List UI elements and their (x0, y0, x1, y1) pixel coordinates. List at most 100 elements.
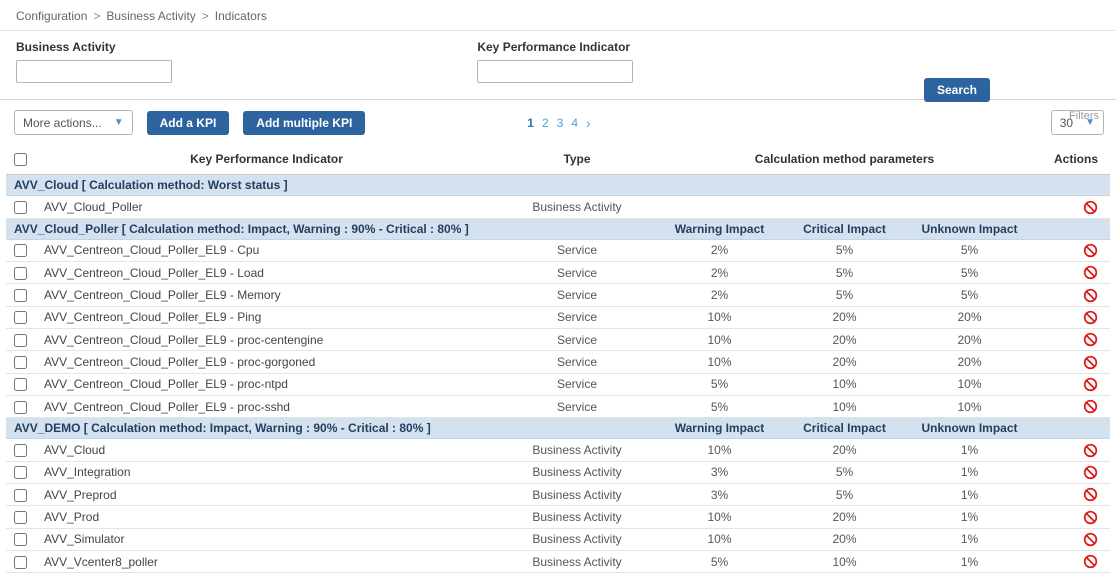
add-multiple-kpi-button[interactable]: Add multiple KPI (243, 110, 366, 135)
kpi-name[interactable]: AVV_Preprod (44, 487, 117, 502)
warning-impact: 10% (657, 438, 782, 462)
row-checkbox[interactable] (14, 333, 27, 347)
unknown-impact (907, 195, 1032, 219)
kpi-name[interactable]: AVV_Cloud_Poller (44, 199, 143, 214)
kpi-filter-input[interactable] (477, 60, 634, 83)
row-checkbox[interactable] (14, 378, 27, 392)
row-checkbox[interactable] (14, 356, 27, 370)
row-checkbox[interactable] (14, 244, 27, 258)
critical-impact: 5% (782, 461, 907, 484)
breadcrumb-indicators[interactable]: Indicators (214, 9, 267, 23)
subheader-warning (657, 174, 782, 197)
group-actions-cell (1032, 218, 1110, 240)
warning-impact: 10% (657, 528, 782, 551)
delete-ban-icon[interactable] (1083, 443, 1098, 458)
delete-ban-icon[interactable] (1083, 265, 1098, 280)
kpi-name[interactable]: AVV_Centreon_Cloud_Poller_EL9 - Memory (44, 287, 281, 302)
delete-ban-icon[interactable] (1083, 399, 1098, 414)
kpi-type: Service (497, 283, 657, 307)
breadcrumb-business-activity[interactable]: Business Activity (106, 9, 196, 23)
delete-ban-icon[interactable] (1083, 310, 1098, 325)
delete-ban-icon[interactable] (1083, 200, 1098, 215)
business-activity-filter-input[interactable] (16, 60, 172, 83)
row-checkbox[interactable] (14, 511, 27, 525)
page-size-select[interactable]: 30 ▼ (1050, 110, 1105, 135)
row-checkbox[interactable] (14, 266, 27, 280)
delete-ban-icon[interactable] (1083, 377, 1098, 392)
row-checkbox[interactable] (14, 289, 27, 303)
delete-ban-icon[interactable] (1083, 332, 1098, 347)
kpi-name[interactable]: AVV_Centreon_Cloud_Poller_EL9 - proc-ssh… (44, 399, 290, 414)
search-button[interactable]: Search (923, 78, 990, 102)
kpi-row: AVV_Simulator Business Activity 10% 20% … (6, 528, 1110, 551)
row-checkbox[interactable] (14, 311, 27, 325)
kpi-name[interactable]: AVV_Centreon_Cloud_Poller_EL9 - proc-cen… (44, 332, 324, 347)
more-actions-label: More actions... (23, 115, 102, 130)
kpi-type: Service (497, 373, 657, 396)
more-actions-select[interactable]: More actions... ▼ (14, 110, 133, 135)
kpi-type: Service (497, 328, 657, 352)
delete-ban-icon[interactable] (1083, 532, 1098, 547)
critical-impact: 10% (782, 373, 907, 396)
delete-ban-icon[interactable] (1083, 487, 1098, 502)
row-checkbox[interactable] (14, 555, 27, 569)
kpi-row: AVV_Centreon_Cloud_Poller_EL9 - Ping Ser… (6, 306, 1110, 329)
add-kpi-button[interactable]: Add a KPI (146, 110, 230, 135)
unknown-impact: 10% (907, 373, 1032, 396)
kpi-name[interactable]: AVV_Centreon_Cloud_Poller_EL9 - proc-ntp… (44, 377, 288, 392)
delete-ban-icon[interactable] (1083, 554, 1098, 569)
kpi-name[interactable]: AVV_Prod (44, 509, 100, 524)
kpi-name[interactable]: AVV_Centreon_Cloud_Poller_EL9 - Load (44, 265, 264, 280)
unknown-impact: 10% (907, 395, 1032, 419)
kpi-name[interactable]: AVV_Vcenter8_poller (44, 554, 158, 569)
delete-ban-icon[interactable] (1083, 510, 1098, 525)
page-link-1[interactable]: 1 (527, 115, 534, 130)
unknown-impact: 5% (907, 261, 1032, 285)
kpi-name[interactable]: AVV_Centreon_Cloud_Poller_EL9 - Cpu (44, 243, 260, 258)
page-size-value: 30 (1059, 115, 1074, 130)
kpi-name[interactable]: AVV_Integration (44, 465, 131, 480)
kpi-name[interactable]: AVV_Cloud (44, 442, 106, 457)
page-link-2[interactable]: 2 (541, 115, 549, 130)
critical-impact: 10% (782, 550, 907, 573)
next-page-link[interactable]: › (586, 114, 591, 131)
filters-toggle-link[interactable]: Filters (1069, 110, 1099, 122)
row-checkbox[interactable] (14, 444, 27, 458)
delete-ban-icon[interactable] (1083, 465, 1098, 480)
kpi-name[interactable]: AVV_Simulator (44, 532, 125, 547)
row-checkbox[interactable] (14, 400, 27, 414)
toolbar-left: More actions... ▼ Add a KPI Add multiple… (14, 110, 523, 135)
row-checkbox[interactable] (14, 488, 27, 502)
group-header-row: AVV_DEMO [ Calculation method: Impact, W… (6, 417, 1110, 440)
breadcrumb-configuration[interactable]: Configuration (16, 9, 88, 23)
unknown-impact: 1% (907, 438, 1032, 462)
unknown-impact: 5% (907, 283, 1032, 307)
warning-impact: 10% (657, 505, 782, 529)
kpi-row: AVV_Centreon_Cloud_Poller_EL9 - Memory S… (6, 283, 1110, 307)
page-link-3[interactable]: 3 (556, 115, 564, 130)
select-all-checkbox[interactable] (14, 153, 27, 167)
kpi-name[interactable]: AVV_Centreon_Cloud_Poller_EL9 - proc-gor… (44, 354, 316, 369)
kpi-row: AVV_Vcenter8_poller Business Activity 5%… (6, 550, 1110, 573)
kpi-filter-group: Key Performance Indicator (477, 40, 634, 83)
critical-impact: 20% (782, 306, 907, 329)
kpi-type: Service (497, 395, 657, 419)
group-actions-cell (1032, 174, 1110, 197)
row-checkbox[interactable] (14, 201, 27, 215)
kpi-row: AVV_Centreon_Cloud_Poller_EL9 - Cpu Serv… (6, 239, 1110, 262)
group-header-row: AVV_Cloud [ Calculation method: Worst st… (6, 174, 1110, 197)
kpi-row: AVV_Cloud Business Activity 10% 20% 1% (6, 438, 1110, 462)
delete-ban-icon[interactable] (1083, 288, 1098, 303)
delete-ban-icon[interactable] (1083, 243, 1098, 258)
business-activity-filter-label: Business Activity (16, 40, 116, 54)
unknown-impact: 20% (907, 328, 1032, 352)
delete-ban-icon[interactable] (1083, 355, 1098, 370)
kpi-type: Business Activity (497, 550, 657, 573)
subheader-unknown: Unknown Impact (907, 218, 1032, 240)
row-checkbox[interactable] (14, 466, 27, 480)
kpi-row: AVV_Centreon_Cloud_Poller_EL9 - Load Ser… (6, 261, 1110, 285)
row-checkbox[interactable] (14, 533, 27, 547)
page-link-4[interactable]: 4 (571, 115, 579, 130)
kpi-name[interactable]: AVV_Centreon_Cloud_Poller_EL9 - Ping (44, 310, 262, 325)
unknown-impact: 1% (907, 461, 1032, 484)
